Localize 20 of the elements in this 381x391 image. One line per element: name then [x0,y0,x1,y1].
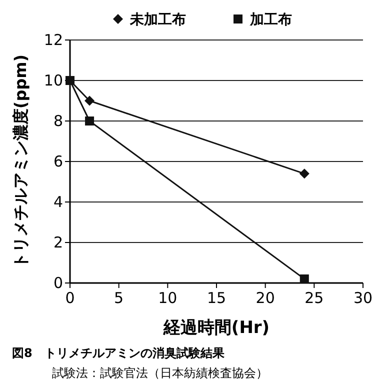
x-axis-title: 経過時間(Hr) [162,318,270,338]
x-tick-label: 5 [114,289,124,307]
y-tick-label: 6 [53,152,63,170]
x-tick-label: 25 [304,289,324,307]
y-axis-title: トリメチルアミン濃度(ppm) [11,54,30,269]
legend-label: 加工布 [249,12,292,28]
y-tick-label: 8 [53,112,63,130]
y-tick-label: 0 [53,274,63,292]
text: 試験法：試験官法（日本紡績検査協会） [52,366,268,380]
x-tick-label: 15 [206,289,226,307]
x-tick-label: 20 [256,289,275,307]
x-tick-label: 0 [65,289,75,307]
y-tick-label: 12 [44,31,63,49]
y-tick-label: 2 [53,234,63,252]
x-tick-label: 30 [353,289,373,307]
x-tick-label: 10 [158,289,178,307]
y-tick-label: 10 [44,72,63,90]
caption: 図8 トリメチルアミンの消臭試験結果 [12,346,226,360]
y-tick-label: 4 [53,193,63,211]
legend-label: 未加工布 [129,12,186,28]
